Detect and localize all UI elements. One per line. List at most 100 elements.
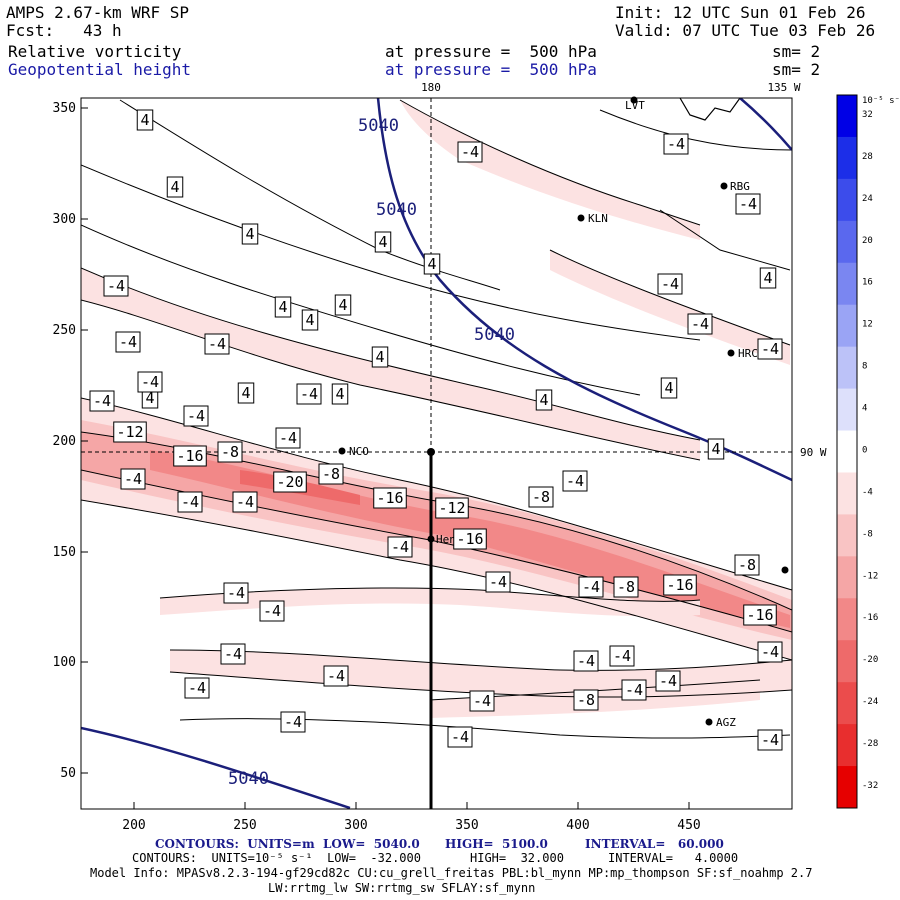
height-contours [81,98,792,809]
field2-smoothing: sm= 2 [772,60,821,79]
height-contour-5040 [376,98,792,482]
vort-band-upper-1 [81,268,700,460]
vorticity-label: -4 [735,193,761,215]
vorticity-label: -4 [663,133,689,155]
vorticity-label: -4 [447,726,473,748]
vorticity-label: -8 [613,576,639,598]
vorticity-label: -4 [183,405,209,427]
vorticity-label-text: -4 [473,692,491,710]
vorticity-label: -12 [113,421,147,443]
vorticity-label: -8 [734,554,760,576]
vort-contour [169,649,792,671]
colorbar-tick-label: 24 [862,194,873,204]
vorticity-label: -4 [687,313,713,335]
vorticity-label: 4 [707,438,725,460]
footer-height-high: HIGH= 5100.0 [445,837,548,851]
field2-name: Geopotential height [8,60,192,79]
vort-contour [599,109,792,151]
colorbar-tick-label: -4 [862,487,873,497]
colorbar-tick-label: 20 [862,236,873,246]
vorticity-label-text: -20 [276,473,303,491]
vort-contour [659,209,791,271]
colorbar-tick-label: 16 [862,278,873,288]
vorticity-label-text: -4 [107,277,125,295]
x-tick-label: 350 [455,818,478,833]
vorticity-label: -8 [528,486,554,508]
field1-smoothing: sm= 2 [772,42,821,61]
vort-contour [81,397,792,591]
vorticity-label: -4 [609,645,635,667]
vorticity-label-text: -4 [227,584,245,602]
vorticity-label-text: -8 [221,443,239,461]
colorbar-swatch [837,262,857,306]
x-tick-label: 400 [566,818,589,833]
plot-frame [80,97,793,810]
vorticity-label-text: -4 [181,493,199,511]
colorbar-tick-label: -28 [862,739,878,749]
x-tick-label: 200 [122,818,145,833]
x-tick-label: 300 [344,818,367,833]
height-label: 5040 [358,116,399,136]
vorticity-label: -4 [89,390,115,412]
height-labels: 5040 5040 5040 5040 [228,116,515,789]
footer-height-interval: INTERVAL= 60.000 [585,837,724,851]
vorticity-label: 4 [374,231,392,253]
vorticity-label: -4 [223,582,249,604]
vort-band-upper-3 [550,250,790,365]
vorticity-label-text: -4 [141,373,159,391]
vorticity-label-text: -12 [438,499,465,517]
vorticity-label: -16 [373,487,407,509]
x-tick-label: 250 [233,818,256,833]
vorticity-label-text: 4 [763,269,772,287]
vorticity-label: -4 [657,273,683,295]
vorticity-label: -16 [663,574,697,596]
vorticity-label-text: 4 [335,385,344,403]
footer-height-contours: CONTOURS: UNITS=m LOW= 5040.0 [155,837,420,851]
coastline [679,98,741,121]
vorticity-label-text: -4 [93,392,111,410]
vorticity-label-text: -4 [188,679,206,697]
height-label: 5040 [376,200,417,220]
vorticity-label-text: -4 [489,573,507,591]
vorticity-label: -4 [387,536,413,558]
vorticity-label: -4 [259,600,285,622]
station-kln: KLN [577,212,608,225]
station-hrc: HRC [727,347,758,360]
vorticity-label: -4 [757,729,783,751]
field1-level: at pressure = 500 hPa [385,42,597,61]
field2-level: at pressure = 500 hPa [385,60,597,79]
station-rbg: RBG [720,180,750,193]
vorticity-label: -16 [743,604,777,626]
vorticity-label: -4 [621,679,647,701]
vorticity-label: 4 [660,377,678,399]
vorticity-label-text: -4 [659,672,677,690]
vorticity-label: -4 [177,491,203,513]
vorticity-label: -8 [318,463,344,485]
vort-contour [81,224,641,396]
vorticity-label-text: 4 [378,233,387,251]
footer-vort-contours: CONTOURS: UNITS=10⁻⁵ s⁻¹ LOW= -32.000 [132,851,421,865]
y-tick-label: 100 [53,655,76,670]
colorbar-swatch [837,640,857,683]
vorticity-label: -4 [457,141,483,163]
vorticity-label: -4 [757,641,783,663]
colorbar-swatch [837,514,857,557]
height-contour-5040 [739,98,792,151]
vorticity-label-text: -4 [208,335,226,353]
vorticity-label-text: -4 [667,135,685,153]
vort-contour [81,267,701,441]
height-contour-5040 [81,726,351,809]
vorticity-label-text: 4 [145,389,154,407]
vorticity-label-text: -16 [746,606,773,624]
vorticity-label-text: -8 [532,488,550,506]
vorticity-label-text: -4 [391,538,409,556]
colorbar-frame [836,94,858,809]
colorbar-tick-label: -12 [862,571,878,581]
vorticity-label: 4 [331,383,349,405]
vorticity-label: -12 [435,497,469,519]
vorticity-label: -20 [273,471,307,493]
y-tick-label: 300 [53,212,76,227]
vorticity-label-text: -4 [327,667,345,685]
station-agz: AGZ [705,716,736,729]
